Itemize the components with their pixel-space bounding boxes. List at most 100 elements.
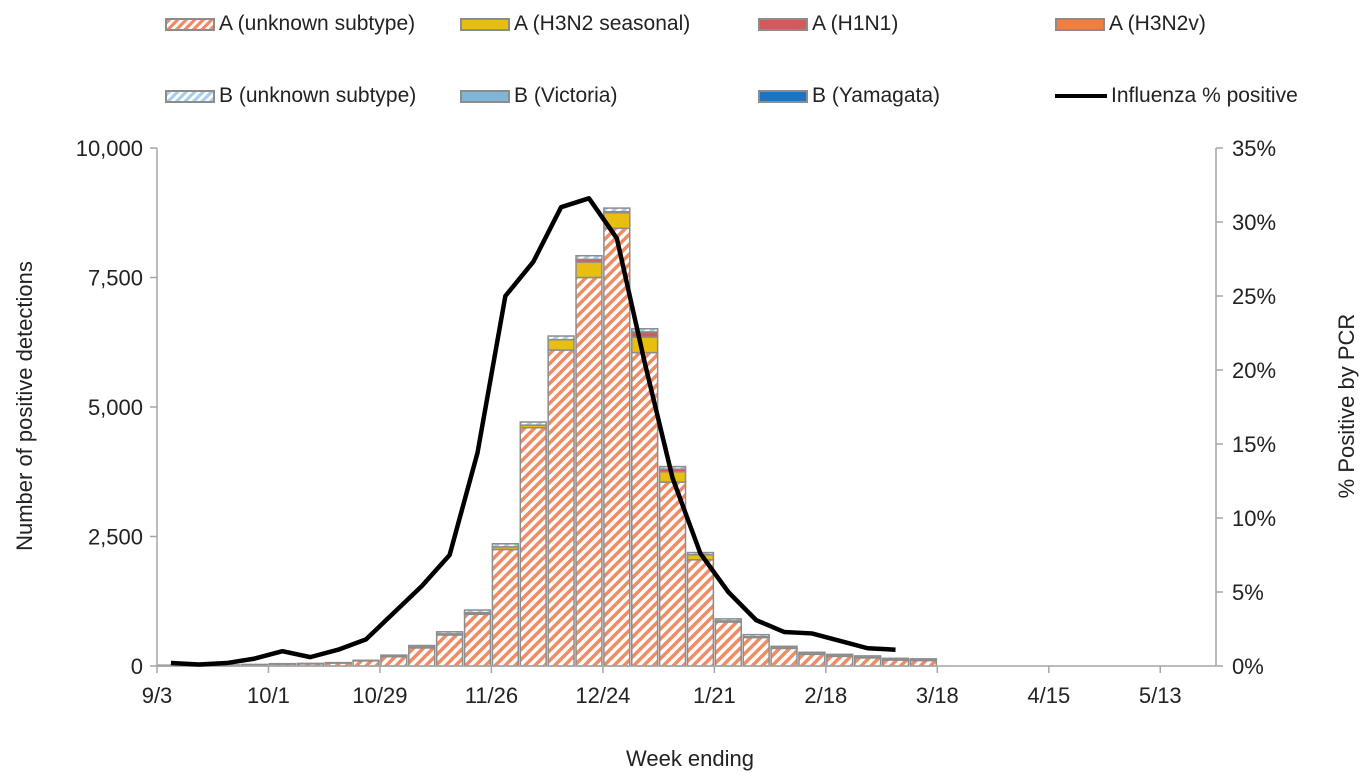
legend-swatch-a_unknown	[165, 17, 215, 31]
legend-item-b_victoria: B (Victoria)	[460, 84, 617, 108]
bar-segment-4-5	[296, 662, 324, 665]
legend-label-pct: Influenza % positive	[1111, 84, 1298, 107]
x-tick-label: 5/13	[1139, 683, 1182, 708]
y-axis-title: Number of positive detections	[12, 261, 37, 551]
bar-segment-1-17	[631, 336, 659, 354]
bar-segment-4-25	[853, 655, 882, 659]
bar-segment-4-17	[631, 328, 659, 333]
y-tick-label: 0	[131, 654, 143, 679]
bar-segment-4-8	[380, 654, 408, 657]
bar-segment-1-15	[575, 261, 603, 279]
bar-segment-4-21	[742, 633, 770, 638]
chart-legend: A (unknown subtype) A (H3N2 seasonal) A (H…	[0, 0, 1367, 130]
bar-segment-0-21	[742, 636, 770, 667]
bar-segment-4-11	[463, 609, 492, 614]
x-tick-label: 2/18	[804, 683, 847, 708]
bar-segment-0-15	[575, 276, 603, 667]
x-tick-label: 10/1	[247, 683, 290, 708]
bar-segment-0-11	[463, 613, 492, 667]
bar-segment-4-15	[575, 254, 603, 261]
bar-segment-0-8	[380, 655, 408, 667]
legend-swatch-b_yamagata	[758, 89, 808, 103]
y-tick-label: 5,000	[88, 395, 143, 420]
bar-segment-4-22	[770, 645, 798, 649]
legend-label-b_unknown: B (unknown subtype)	[219, 84, 417, 107]
bar-segment-4-24	[826, 653, 854, 657]
bar-segment-4-23	[798, 651, 826, 655]
bar-segment-4-7	[352, 659, 380, 662]
y2-tick-label: 10%	[1232, 506, 1276, 531]
legend-swatch-b_unknown	[165, 89, 215, 103]
bar-segment-1-14	[547, 338, 575, 351]
legend-item-a_h1n1: A (H1N1)	[758, 12, 898, 36]
y-tick-label: 10,000	[76, 136, 143, 161]
bar-segment-0-20	[714, 621, 742, 667]
bar-segment-4-13	[519, 421, 547, 426]
bar-segment-2-17	[631, 331, 659, 338]
legend-swatch-a_h3n2	[460, 17, 510, 31]
legend-swatch-b_victoria	[460, 89, 510, 103]
bar-layer	[157, 207, 938, 667]
bar-segment-4-14	[547, 335, 575, 341]
y2-tick-label: 15%	[1232, 432, 1276, 457]
bar-segment-0-22	[770, 647, 798, 667]
legend-label-b_victoria: B (Victoria)	[514, 84, 618, 107]
bar-segment-0-12	[491, 548, 520, 667]
y2-tick-label: 20%	[1232, 358, 1276, 383]
bar-segment-4-6	[324, 661, 352, 664]
bar-segment-4-3	[240, 663, 269, 666]
x-tick-label: 10/29	[352, 683, 407, 708]
bar-segment-0-10	[435, 634, 464, 667]
legend-item-b_unknown: B (unknown subtype)	[165, 84, 416, 108]
bar-segment-4-10	[435, 631, 464, 635]
legend-item-a_h3n2: A (H3N2 seasonal)	[460, 12, 690, 36]
percent-positive-line	[170, 196, 896, 667]
y-tick-label: 2,500	[88, 525, 143, 550]
bar-segment-4-20	[714, 618, 742, 622]
bar-segment-0-16	[603, 227, 631, 667]
line-layer	[170, 196, 896, 667]
legend-swatch-a_h3n2v	[1055, 17, 1105, 31]
bar-segment-0-7	[352, 660, 380, 667]
y2-tick-label: 25%	[1232, 284, 1276, 309]
bar-segment-0-23	[798, 653, 826, 667]
legend-item-a_h3n2v: A (H3N2v)	[1055, 12, 1206, 36]
bar-segment-0-9	[408, 647, 436, 667]
axes-layer: 0 2,500 5,000 7,500 10,000 0% 5% 10% 15% 20% 25% 30…	[76, 136, 1276, 708]
y2-axis-title: % Positive by PCR	[1334, 314, 1359, 499]
y2-tick-label: 30%	[1232, 210, 1276, 235]
x-tick-label: 4/15	[1027, 683, 1070, 708]
bar-segment-4-26	[881, 657, 910, 661]
bar-segment-0-14	[547, 349, 575, 667]
y2-tick-label: 0%	[1232, 654, 1264, 679]
bar-segment-4-9	[408, 644, 436, 648]
bar-segment-0-19	[686, 559, 715, 667]
legend-item-pct: Influenza % positive	[1055, 84, 1298, 108]
x-tick-label: 1/21	[693, 683, 736, 708]
x-tick-label: 9/3	[142, 683, 173, 708]
bar-segment-4-4	[268, 662, 297, 665]
legend-label-a_h3n2v: A (H3N2v)	[1109, 12, 1206, 35]
x-tick-label: 3/18	[916, 683, 959, 708]
y2-tick-label: 5%	[1232, 580, 1264, 605]
bar-segment-4-27	[909, 658, 938, 661]
legend-swatch-a_h1n1	[758, 17, 808, 31]
legend-label-a_h1n1: A (H1N1)	[812, 12, 899, 35]
x-tick-label: 11/26	[465, 683, 518, 708]
x-axis-title: Week ending	[626, 746, 754, 771]
y-tick-label: 7,500	[88, 266, 143, 291]
bar-segment-0-18	[658, 481, 687, 667]
legend-label-a_h3n2: A (H3N2 seasonal)	[514, 12, 691, 35]
legend-item-b_yamagata: B (Yamagata)	[758, 84, 940, 108]
legend-label-b_yamagata: B (Yamagata)	[812, 84, 940, 107]
legend-label-a_unknown: A (unknown subtype)	[219, 12, 416, 35]
bar-segment-0-24	[826, 655, 854, 667]
bar-segment-4-12	[491, 543, 520, 548]
legend-swatch-pct	[1055, 94, 1107, 98]
bar-segment-4-16	[603, 207, 631, 213]
x-tick-label: 12/24	[575, 683, 630, 708]
bar-segment-0-13	[519, 426, 547, 667]
y2-tick-label: 35%	[1232, 136, 1276, 161]
legend-item-a_unknown: A (unknown subtype)	[165, 12, 415, 36]
